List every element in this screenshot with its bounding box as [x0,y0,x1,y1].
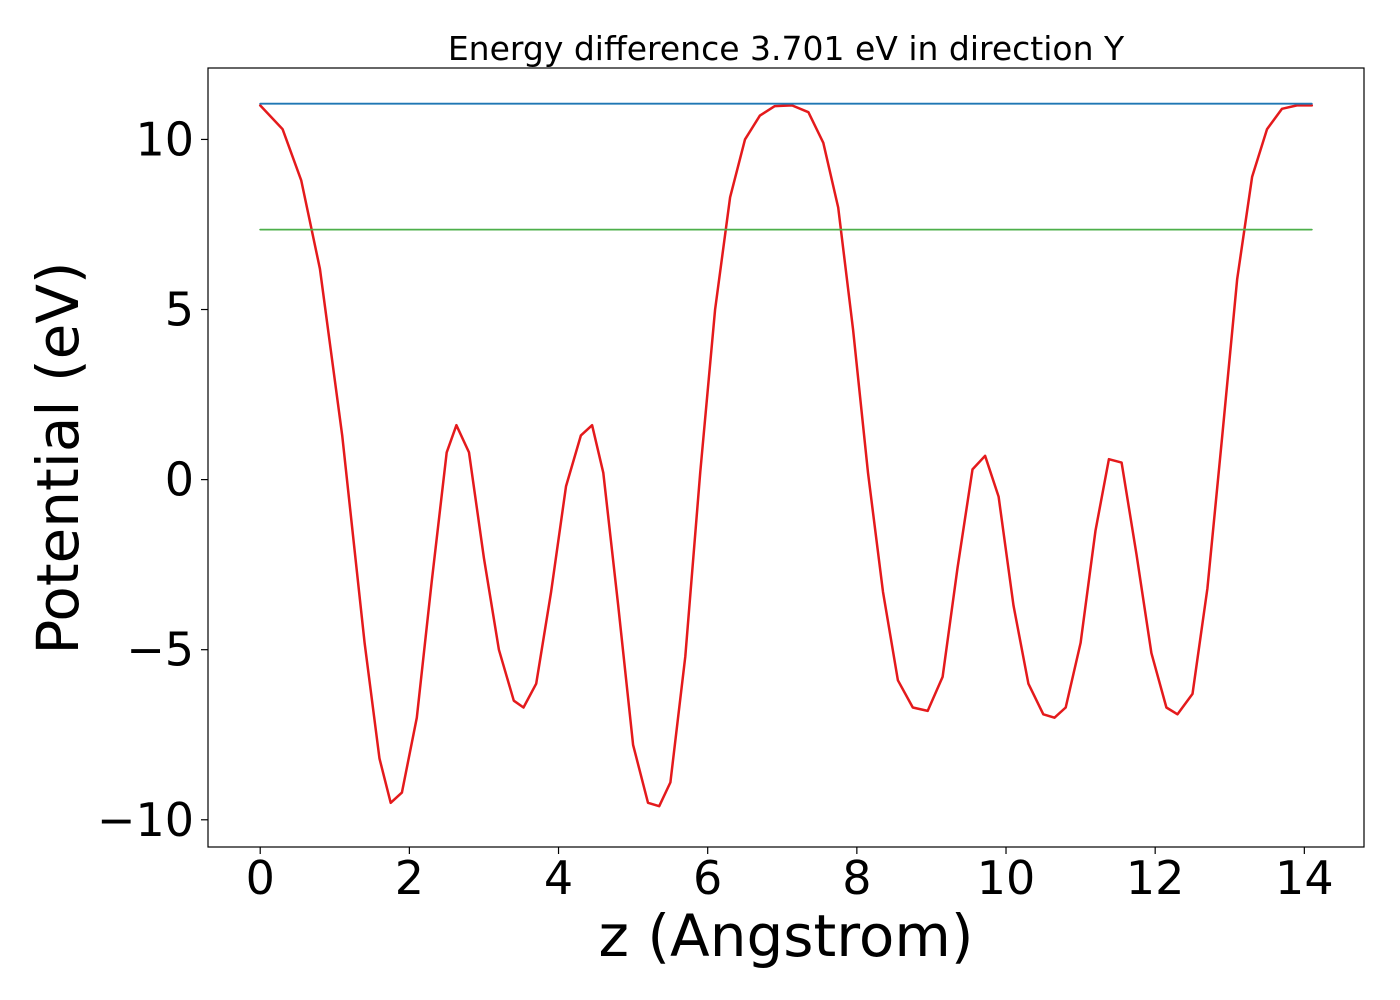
x-tick-label: 12 [1126,851,1185,905]
y-tick-label: 10 [135,112,194,166]
y-tick-label: 5 [165,283,194,337]
y-tick-label: −10 [97,793,194,847]
x-axis-label: z (Angstrom) [599,902,974,970]
x-tick-label: 8 [842,851,871,905]
plot-frame [207,67,1365,848]
y-axis-label: Potential (eV) [24,261,92,654]
x-tick-label: 0 [246,851,275,905]
series-line-potential [258,104,1314,808]
x-tick-label: 6 [693,851,722,905]
x-tick-label: 14 [1275,851,1334,905]
y-tick-label: 0 [165,453,194,507]
plot-area [258,102,1314,808]
y-tick-label: −5 [126,623,194,677]
x-tick-label: 4 [544,851,573,905]
x-tick-label: 2 [395,851,424,905]
x-axis: 0 2 4 6 8 10 12 14 [246,847,1334,905]
x-tick-label: 10 [977,851,1036,905]
chart-title: Energy difference 3.701 eV in direction … [448,29,1125,68]
y-axis: −10 −5 0 5 10 [97,112,208,847]
